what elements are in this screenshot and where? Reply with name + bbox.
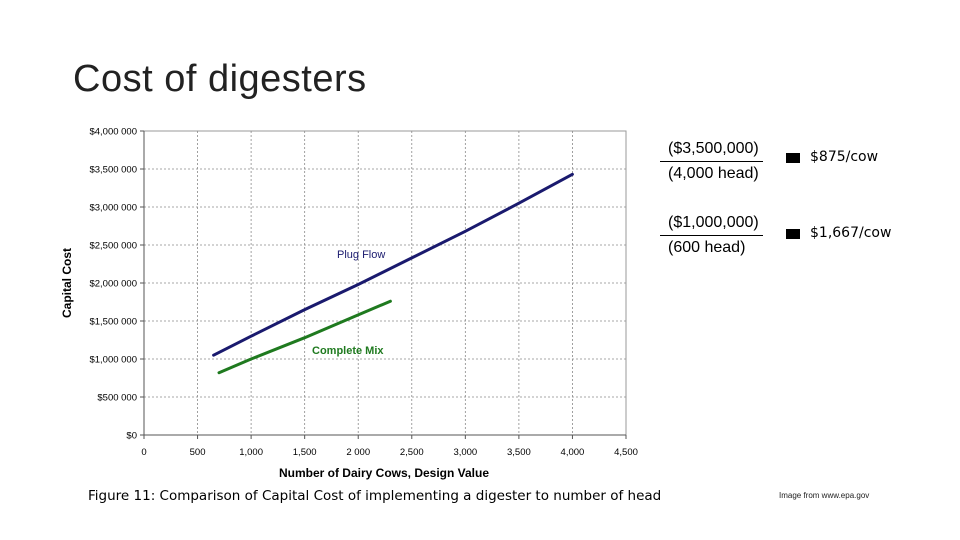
image-credit: Image from www.epa.gov bbox=[779, 491, 870, 500]
y-tick-label: $4,000 000 bbox=[89, 127, 137, 138]
figure-caption: Figure 11: Comparison of Capital Cost of… bbox=[88, 488, 662, 504]
tick-labels: 0 500 1,000 1,500 2 000 2,500 3,000 3,500 4,000 4… bbox=[89, 127, 637, 459]
x-tick-label: 1,000 bbox=[239, 447, 263, 458]
annotation-large-marker bbox=[786, 153, 800, 163]
annotation-small-cost: ($1,000,000) bbox=[660, 212, 763, 236]
annotation-large-cost: ($3,500,000) bbox=[660, 138, 763, 162]
x-tick-label: 2 000 bbox=[346, 447, 370, 458]
axes bbox=[140, 130, 627, 439]
x-tick-label: 3,500 bbox=[507, 447, 531, 458]
series-line-complete-mix bbox=[217, 299, 392, 375]
x-tick-label: 3,000 bbox=[453, 447, 477, 458]
grid-lines bbox=[144, 131, 626, 435]
annotation-large-per-cow: $875/cow bbox=[810, 149, 879, 165]
x-axis-title: Number of Dairy Cows, Design Value bbox=[279, 466, 489, 480]
x-tick-label: 1,500 bbox=[293, 447, 317, 458]
annotation-small-herd: ($1,000,000) (600 head) bbox=[660, 212, 763, 259]
series-line-plug-flow bbox=[212, 172, 574, 357]
y-axis-title: Capital Cost bbox=[60, 248, 74, 318]
annotation-large-head: (4,000 head) bbox=[668, 165, 759, 182]
x-tick-label: 0 bbox=[141, 447, 146, 458]
y-tick-label: $1,000 000 bbox=[89, 355, 137, 366]
annotation-small-per-cow: $1,667/cow bbox=[810, 225, 892, 241]
y-tick-label: $3,000 000 bbox=[89, 203, 137, 214]
y-tick-label: $3,500 000 bbox=[89, 165, 137, 176]
slide-title: Cost of digesters bbox=[73, 58, 367, 100]
annotation-large-herd: ($3,500,000) (4,000 head) bbox=[660, 138, 763, 185]
y-tick-label: $500 000 bbox=[97, 393, 137, 404]
y-tick-label: $0 bbox=[126, 431, 137, 442]
y-tick-label: $2,500 000 bbox=[89, 241, 137, 252]
x-tick-label: 2,500 bbox=[400, 447, 424, 458]
series-label-plug-flow: Plug Flow bbox=[337, 249, 385, 261]
y-tick-label: $2,000 000 bbox=[89, 279, 137, 290]
y-tick-label: $1,500 000 bbox=[89, 317, 137, 328]
series-lines bbox=[212, 172, 574, 375]
series-label-complete-mix: Complete Mix bbox=[312, 345, 384, 357]
annotation-small-marker bbox=[786, 229, 800, 239]
x-tick-label: 500 bbox=[190, 447, 206, 458]
annotation-small-head: (600 head) bbox=[668, 239, 746, 256]
x-tick-label: 4,500 bbox=[614, 447, 638, 458]
x-tick-label: 4,000 bbox=[561, 447, 585, 458]
